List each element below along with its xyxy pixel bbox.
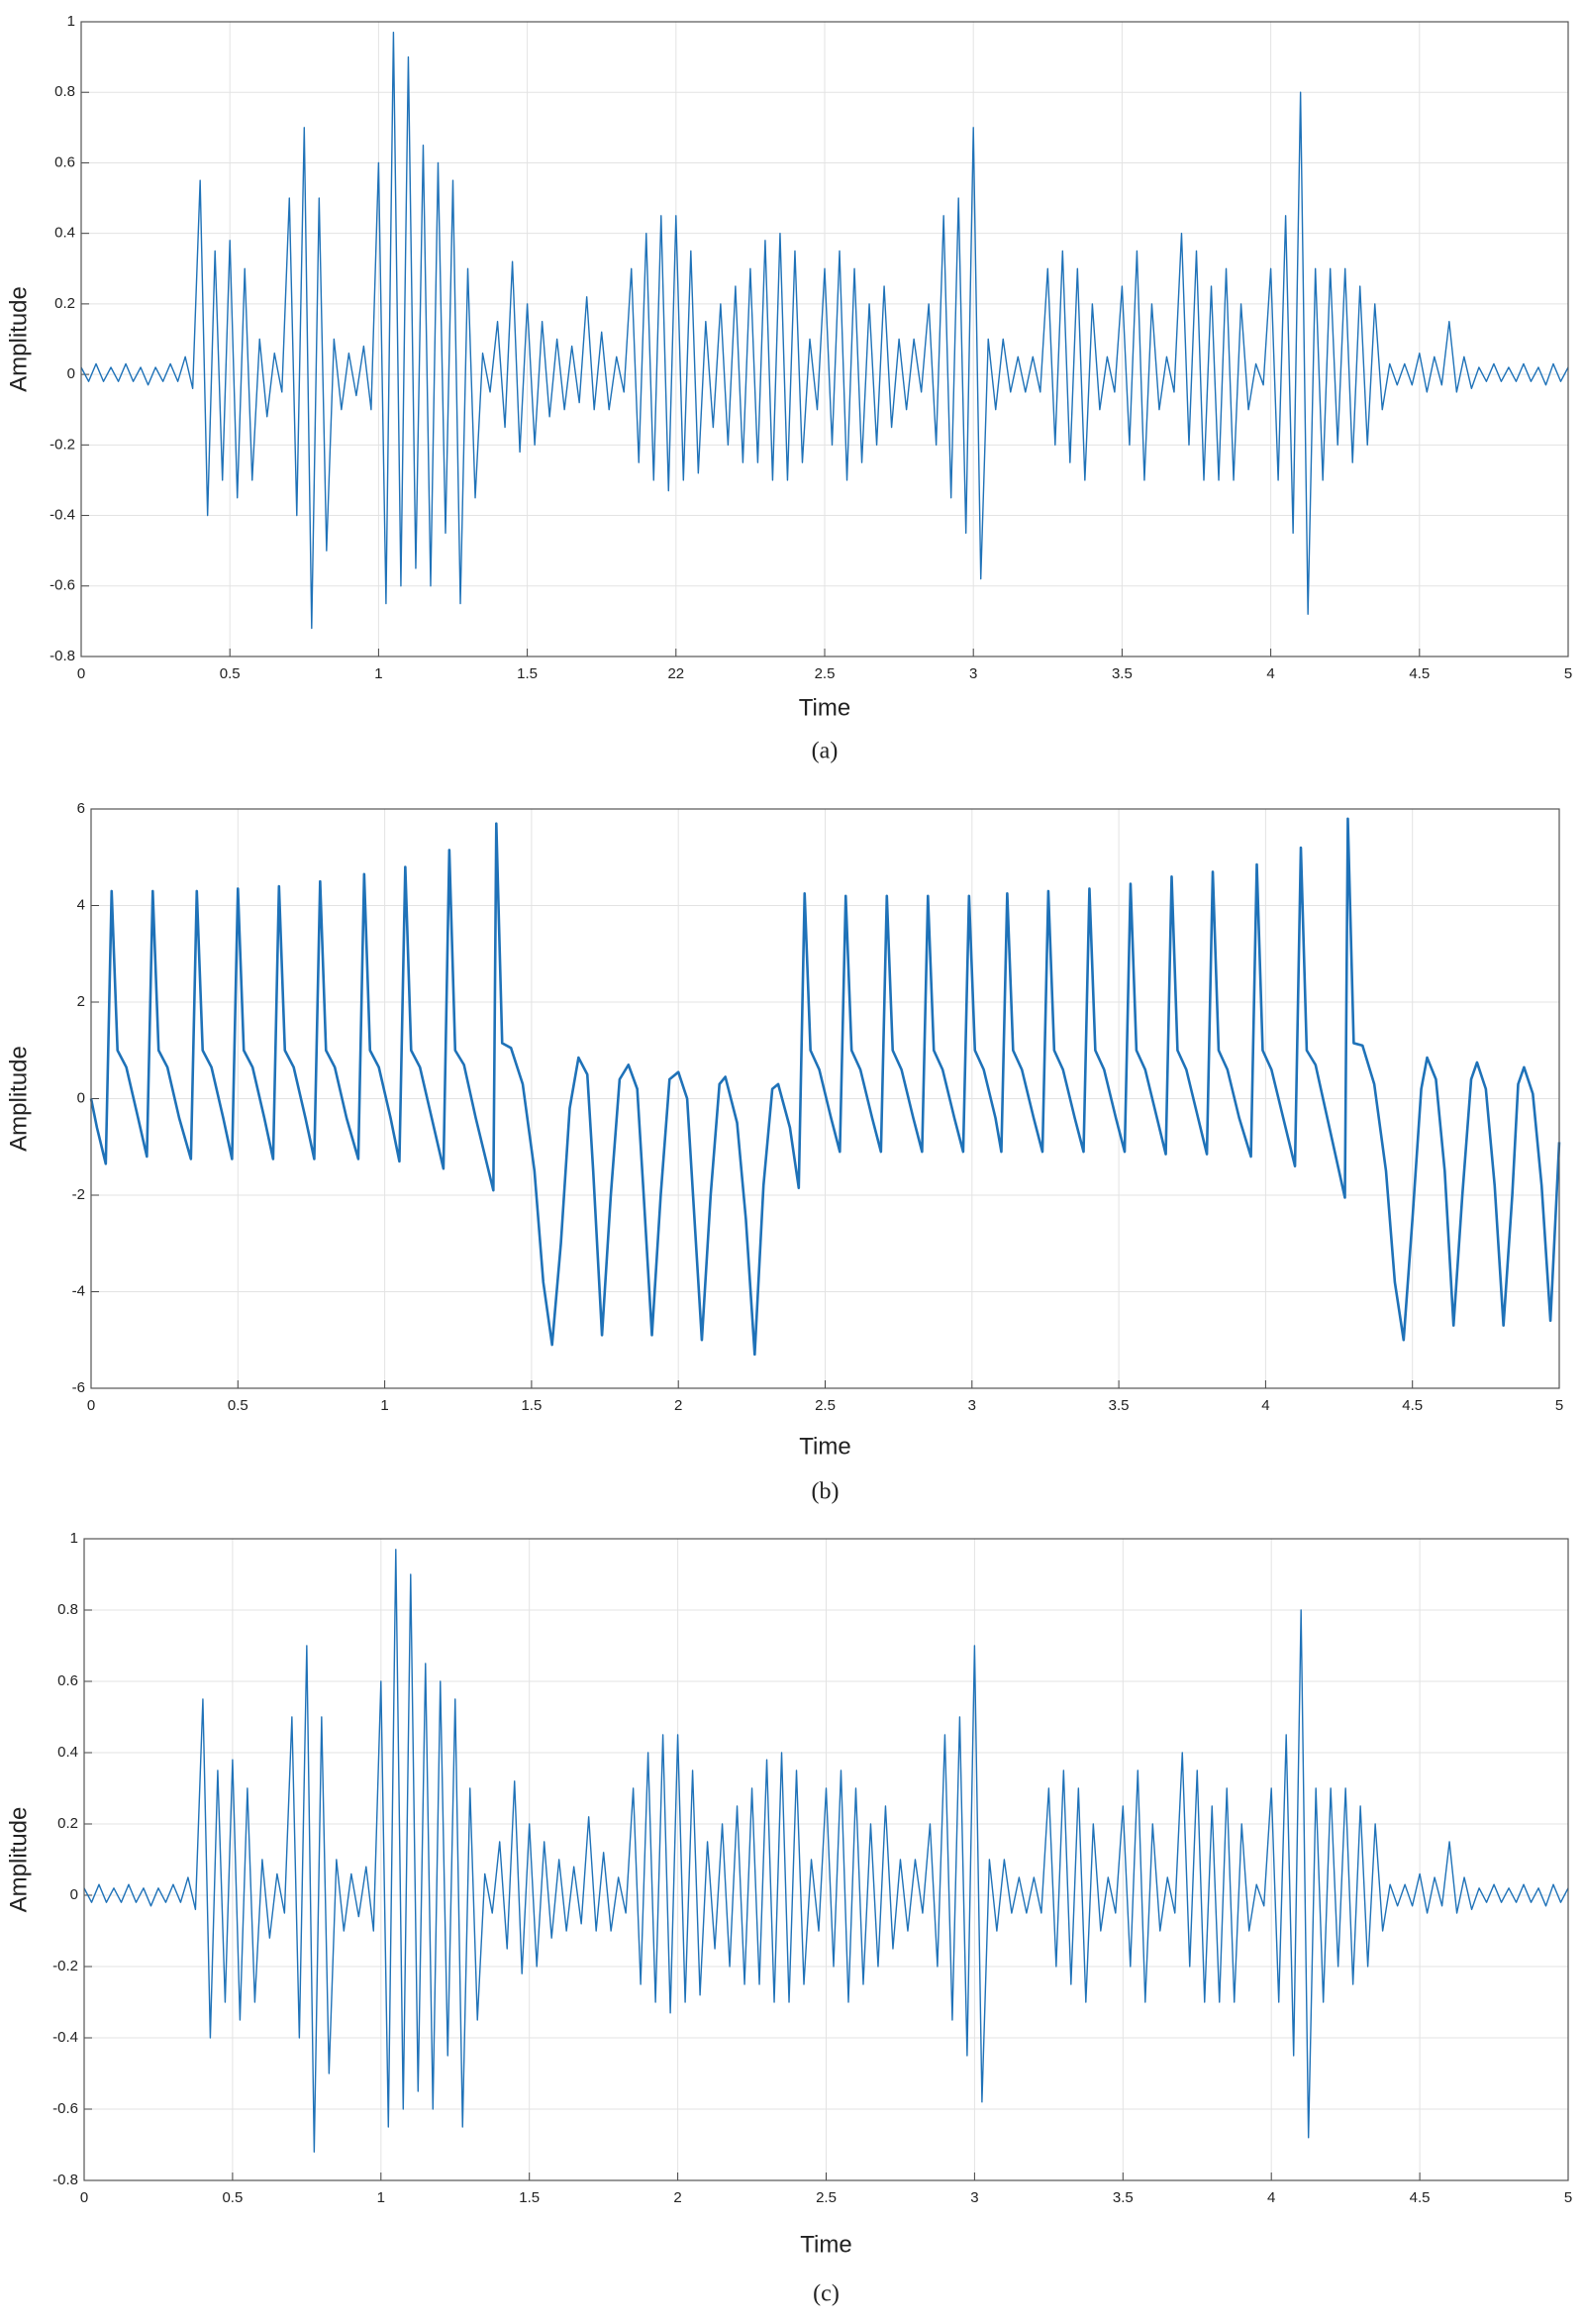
y-tick-label: 0.2 — [57, 1815, 78, 1832]
y-tick-label: 4 — [77, 896, 85, 913]
x-tick-label: 2 — [673, 2189, 681, 2206]
x-tick-label: 3.5 — [1113, 2189, 1134, 2206]
x-tick-label: 22 — [667, 665, 684, 682]
x-tick-label: 1 — [377, 2189, 385, 2206]
y-tick-label: 6 — [77, 800, 85, 817]
y-tick-label: 2 — [77, 993, 85, 1010]
x-tick-label: 3 — [969, 665, 977, 682]
x-tick-label: 2 — [674, 1397, 682, 1414]
y-tick-label: 1 — [67, 13, 75, 30]
axes-box — [80, 21, 1569, 657]
y-tick-label: 1 — [70, 1530, 78, 1547]
x-tick-label: 4 — [1261, 1397, 1269, 1414]
y-tick-label: 0.4 — [54, 225, 75, 242]
caption: (a) — [812, 739, 839, 764]
x-axis-label: Time — [800, 2231, 851, 2258]
x-tick-label: 0.5 — [228, 1397, 248, 1414]
y-axis-label: Amplitude — [5, 286, 32, 392]
y-tick-label: 0.2 — [54, 295, 75, 312]
x-tick-label: 4.5 — [1409, 665, 1430, 682]
x-tick-label: 1 — [374, 665, 382, 682]
y-tick-label: 0 — [77, 1089, 85, 1106]
x-tick-label: 3.5 — [1112, 665, 1133, 682]
x-tick-label: 5 — [1564, 665, 1572, 682]
x-tick-label: 0 — [80, 2189, 88, 2206]
x-tick-label: 0.5 — [220, 665, 241, 682]
x-axis-label: Time — [799, 1433, 850, 1460]
x-tick-label: 1.5 — [521, 1397, 542, 1414]
y-tick-label: 0.8 — [54, 83, 75, 100]
y-tick-label: -0.2 — [52, 1958, 78, 1974]
y-tick-label: -0.2 — [50, 436, 75, 453]
x-tick-label: 5 — [1564, 2189, 1572, 2206]
x-tick-label: 3.5 — [1109, 1397, 1130, 1414]
y-tick-label: -2 — [72, 1186, 85, 1203]
x-tick-label: 4 — [1266, 665, 1274, 682]
waveform-line — [80, 31, 1569, 630]
x-tick-label: 3 — [968, 1397, 976, 1414]
y-tick-label: -0.8 — [50, 648, 75, 664]
y-axis-label: Amplitude — [5, 1046, 32, 1152]
y-tick-label: -0.4 — [52, 2029, 78, 2046]
y-tick-label: 0 — [70, 1886, 78, 1903]
y-tick-label: -6 — [72, 1379, 85, 1396]
axes-box — [83, 1538, 1569, 2181]
x-axis-label: Time — [799, 694, 850, 721]
y-tick-label: 0.6 — [57, 1672, 78, 1689]
waveform-line — [89, 817, 1561, 1357]
x-tick-label: 4.5 — [1402, 1397, 1423, 1414]
x-tick-label: 2.5 — [815, 665, 836, 682]
x-tick-label: 3 — [970, 2189, 978, 2206]
x-tick-label: 5 — [1555, 1397, 1563, 1414]
y-tick-label: 0.6 — [54, 153, 75, 170]
y-axis-label: Amplitude — [5, 1807, 32, 1913]
y-tick-label: -0.6 — [50, 577, 75, 594]
x-tick-label: 1 — [380, 1397, 388, 1414]
axes-box — [90, 808, 1560, 1389]
caption: (b) — [812, 1479, 840, 1505]
x-tick-label: 4.5 — [1410, 2189, 1431, 2206]
y-tick-label: 0 — [67, 365, 75, 382]
x-tick-label: 1.5 — [517, 665, 538, 682]
y-tick-label: -0.8 — [52, 2172, 78, 2188]
y-tick-label: 0.8 — [57, 1601, 78, 1618]
y-tick-label: -0.6 — [52, 2100, 78, 2117]
x-tick-label: 1.5 — [519, 2189, 540, 2206]
x-tick-label: 0.5 — [222, 2189, 243, 2206]
caption: (c) — [813, 2281, 840, 2307]
x-tick-label: 4 — [1267, 2189, 1275, 2206]
y-tick-label: 0.4 — [57, 1744, 78, 1761]
y-tick-label: -0.4 — [50, 507, 75, 524]
x-tick-label: 2.5 — [816, 2189, 837, 2206]
y-tick-label: -4 — [72, 1282, 85, 1299]
x-tick-label: 0 — [87, 1397, 95, 1414]
x-tick-label: 0 — [77, 665, 85, 682]
x-tick-label: 2.5 — [815, 1397, 836, 1414]
waveform-line — [83, 1549, 1569, 2153]
